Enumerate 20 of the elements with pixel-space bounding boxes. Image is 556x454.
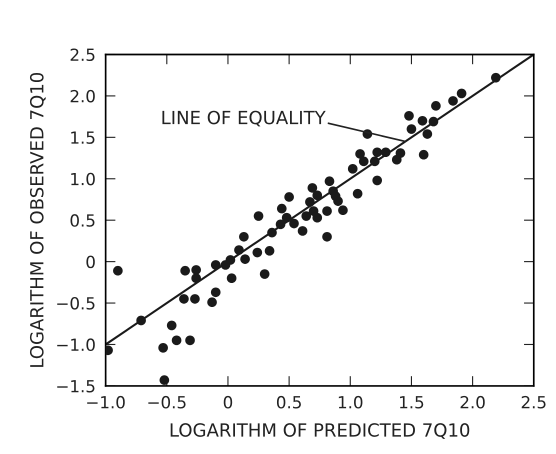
x-tick-label: 2.5 [522,396,546,409]
x-tick-label: −1.0 [87,396,125,409]
y-tick-label: −0.5 [57,297,94,310]
y-axis-title: LOGARITHM OF OBSERVED 7Q10 [30,72,46,367]
y-tick-label: 0 [86,256,95,268]
x-tick-label: 0.5 [276,396,301,409]
y-tick-label: 2.5 [70,48,94,62]
y-tick-label: −1.0 [57,338,95,352]
x-tick-label: 0 [224,396,232,409]
x-tick-label: 1.5 [400,396,424,409]
x-tick-label: −0.5 [148,396,186,409]
x-tick-label: 2.0 [460,396,485,409]
x-tick-label: 1.0 [338,396,362,409]
y-tick-label: −1.5 [57,380,94,392]
x-axis-title: LOGARITHM OF PREDICTED 7Q10 [170,423,470,439]
y-tick-label: 2.0 [70,90,95,102]
annotation: LINE OF EQUALITY [162,110,326,126]
y-tick-label: 0.5 [70,214,94,227]
y-tick-label: 1.5 [71,132,94,144]
y-tick-label: 1.0 [71,172,95,186]
